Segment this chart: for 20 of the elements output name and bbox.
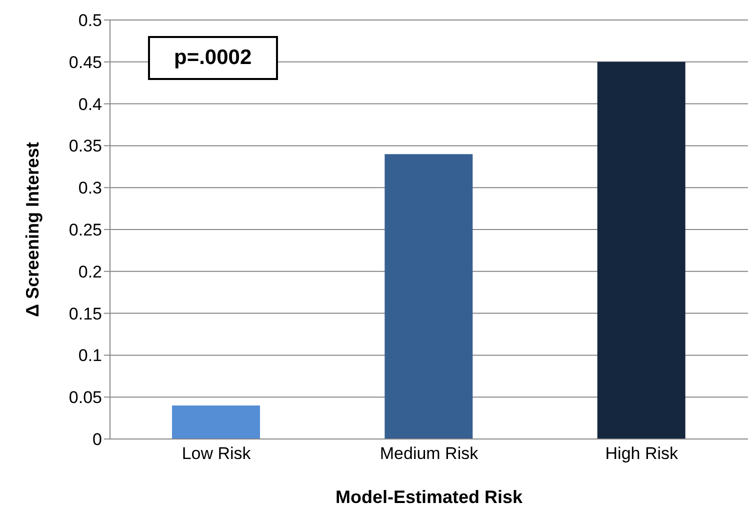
x-tick-label: Medium Risk bbox=[380, 444, 479, 464]
bar bbox=[597, 62, 686, 439]
y-tick-label: 0.45 bbox=[68, 52, 102, 72]
y-tick-label: 0.25 bbox=[68, 220, 102, 240]
y-tick-label: 0 bbox=[92, 430, 102, 450]
y-tick-label: 0.2 bbox=[78, 262, 102, 282]
y-axis-title: Δ Screening Interest bbox=[22, 142, 42, 317]
x-axis-title: Model-Estimated Risk bbox=[335, 487, 524, 507]
y-tick-label: 0.3 bbox=[78, 178, 102, 198]
y-tick-label: 0.15 bbox=[68, 304, 102, 324]
bar bbox=[172, 405, 260, 439]
x-tick-label: High Risk bbox=[605, 444, 679, 464]
y-tick-label: 0.4 bbox=[78, 94, 102, 114]
y-tick-label: 0.35 bbox=[68, 136, 102, 156]
y-tick-label: 0.1 bbox=[78, 346, 102, 366]
annotation: p=.0002 bbox=[148, 36, 278, 80]
y-tick-label: 0.05 bbox=[68, 388, 102, 408]
y-tick-label: 0.5 bbox=[78, 11, 102, 30]
bar bbox=[384, 154, 473, 439]
x-tick-label: Low Risk bbox=[182, 444, 252, 464]
